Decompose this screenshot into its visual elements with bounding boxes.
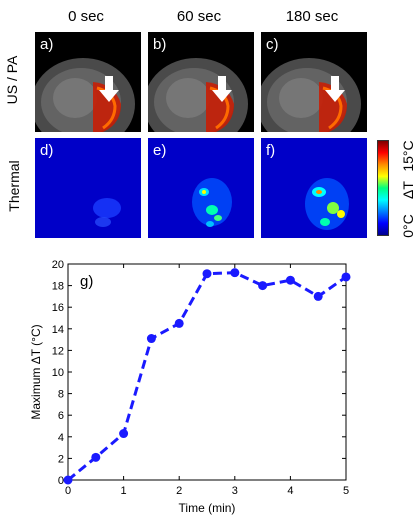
- x-tick-label: 2: [176, 485, 182, 497]
- column-header-180s: 180 sec: [285, 8, 339, 25]
- x-tick-label: 3: [232, 485, 238, 497]
- y-tick-label: 16: [52, 302, 64, 314]
- us-pa-panel-c: c): [261, 32, 367, 132]
- row-label-thermal: Thermal: [6, 160, 22, 212]
- data-point: [258, 281, 268, 291]
- row-label-us-pa: US / PA: [4, 55, 20, 105]
- us-pa-panel-a: a): [35, 32, 141, 132]
- ultrasound-image: [261, 32, 367, 132]
- x-axis-label: Time (min): [179, 501, 236, 515]
- plot-frame: [67, 263, 347, 481]
- y-tick-label: 6: [58, 410, 64, 422]
- thermal-map: [35, 138, 141, 238]
- data-point: [63, 475, 73, 485]
- x-tick-label: 1: [121, 485, 127, 497]
- colorbar-min-label: 0°C: [400, 214, 416, 238]
- data-point: [119, 429, 129, 439]
- y-tick-label: 0: [58, 475, 64, 487]
- arrow-icon: [212, 76, 232, 102]
- data-point: [146, 334, 156, 344]
- y-tick-label: 4: [58, 432, 64, 444]
- thermal-map: [148, 138, 254, 238]
- colorbar-mid-label: ΔT: [400, 181, 416, 199]
- x-tick-label: 0: [65, 485, 71, 497]
- us-pa-panel-b: b): [148, 32, 254, 132]
- thermal-panel-d: d): [35, 138, 141, 238]
- chart-panel-label: g): [80, 273, 93, 290]
- arrow-icon: [325, 76, 345, 102]
- data-line: [67, 271, 347, 482]
- column-header-60s: 60 sec: [176, 8, 222, 25]
- panel-label-e: e): [153, 142, 167, 159]
- thermal-panel-e: e): [148, 138, 254, 238]
- x-tick-label: 4: [287, 485, 293, 497]
- panel-label-a: a): [40, 36, 54, 53]
- arrow-icon: [99, 76, 119, 102]
- panel-label-b: b): [153, 36, 167, 53]
- y-tick-label: 2: [58, 453, 64, 465]
- y-tick-label: 20: [52, 259, 64, 271]
- y-tick-label: 10: [52, 367, 64, 379]
- data-point: [341, 272, 351, 282]
- ultrasound-image: [35, 32, 141, 132]
- data-point: [91, 452, 101, 462]
- panel-label-c: c): [266, 36, 279, 53]
- y-tick-label: 18: [52, 281, 64, 293]
- data-point: [174, 318, 184, 328]
- x-tick-label: 5: [343, 485, 349, 497]
- colorbar: [377, 140, 389, 236]
- panel-label-f: f): [266, 142, 276, 159]
- data-point: [285, 275, 295, 285]
- y-axis-label: Maximum ΔT (°C): [29, 324, 43, 419]
- data-point: [313, 291, 323, 301]
- thermal-panel-f: f): [261, 138, 367, 238]
- thermal-map: [261, 138, 367, 238]
- y-tick-label: 12: [52, 345, 64, 357]
- column-header-0s: 0 sec: [68, 8, 104, 25]
- y-tick-label: 14: [52, 324, 64, 336]
- y-tick-label: 8: [58, 389, 64, 401]
- panel-label-d: d): [40, 142, 54, 159]
- data-point: [202, 269, 212, 279]
- data-point: [230, 268, 240, 278]
- ultrasound-image: [148, 32, 254, 132]
